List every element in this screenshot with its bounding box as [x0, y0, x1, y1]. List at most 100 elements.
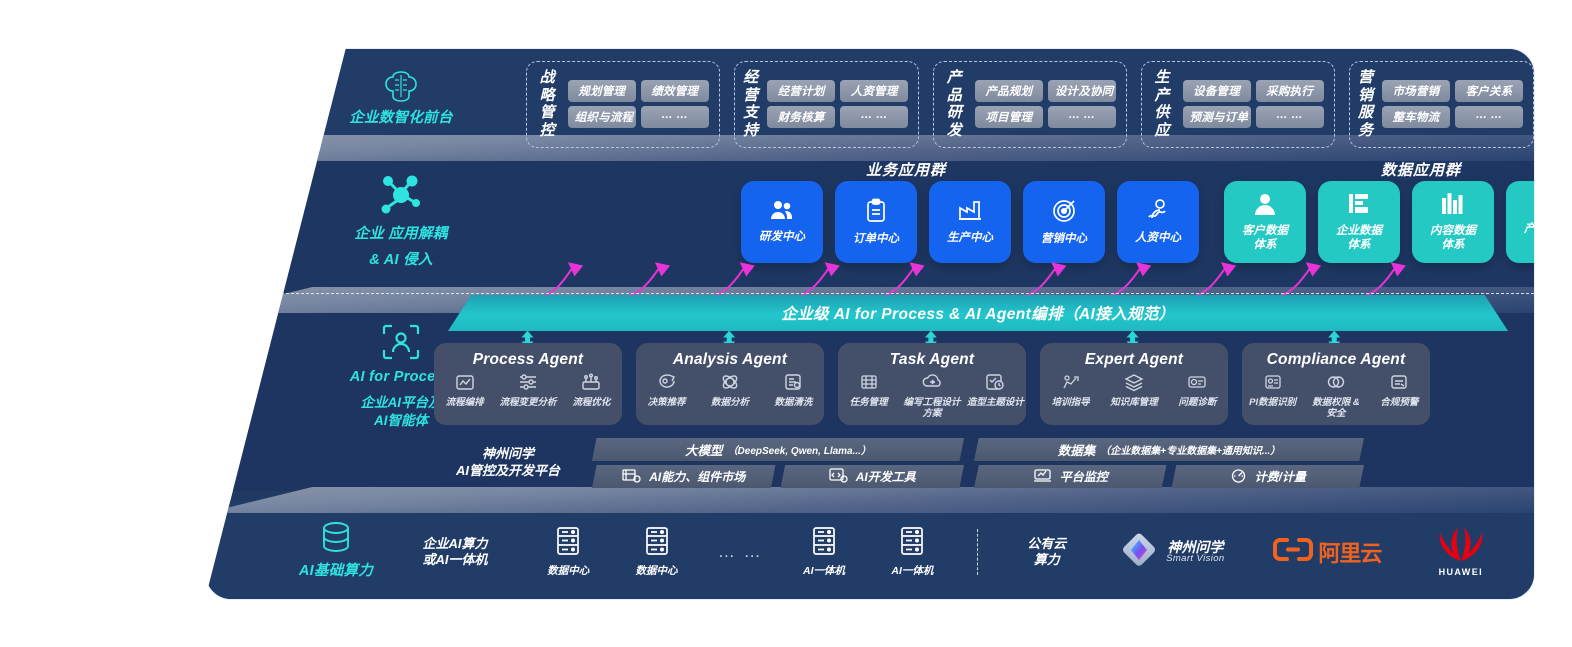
chip[interactable]: 预测与订单 — [1182, 106, 1251, 129]
group-product-rd[interactable]: 产品 研发 产品规划 设计及协同 项目管理 … … — [933, 61, 1127, 148]
agent-title: Process Agent — [472, 351, 584, 368]
infra-datacenter-1[interactable]: 数据中心 — [524, 526, 612, 578]
chip[interactable]: 市场营销 — [1381, 80, 1450, 103]
card-order-center[interactable]: 订单中心 — [835, 181, 917, 263]
agent-item[interactable]: 造型主题设计 — [965, 373, 1026, 420]
alert-doc-icon — [1389, 373, 1409, 396]
chip[interactable]: 产品规划 — [974, 80, 1043, 103]
agent-item-label: 数据清洗 — [774, 397, 813, 408]
chip[interactable]: … … — [1454, 106, 1523, 129]
agent-item[interactable]: 任务管理 — [838, 373, 899, 420]
logo-smart-vision[interactable]: 神州问学 Smart Vision — [1095, 530, 1250, 575]
agent-expert[interactable]: Expert Agent 培训指导 知识库管理 问题诊断 — [1040, 343, 1228, 425]
ai-layer-divider — [206, 293, 1534, 294]
group-operation-support[interactable]: 经营 支持 经营计划 人资管理 财务核算 … … — [733, 61, 920, 148]
chip[interactable]: 规划管理 — [567, 80, 636, 103]
infra-ai-appliance-2[interactable]: AI一体机 — [868, 526, 956, 578]
agent-compliance[interactable]: Compliance Agent PI数据识别 数据权限 & 安全 合规预 — [1242, 343, 1430, 425]
chip[interactable]: 经营计划 — [767, 80, 836, 103]
dataset-bar-main: 数据集 — [1057, 444, 1096, 458]
agent-item[interactable]: 合规预警 — [1369, 373, 1430, 420]
dataset-bar[interactable]: 数据集 （企业数据集+专业数据集+通用知识...） — [974, 438, 1364, 461]
server-icon — [555, 526, 581, 561]
data-group-title: 数据应用群 — [1381, 162, 1462, 179]
agent-process[interactable]: Process Agent 流程编排 流程变更分析 流程优化 — [434, 343, 622, 425]
agent-cards: Process Agent 流程编排 流程变更分析 流程优化 — [434, 343, 1430, 425]
cell-platform-monitoring[interactable]: 平台监控 — [974, 465, 1167, 488]
group-product-rd-name: 产品 研发 — [946, 69, 963, 140]
agent-item[interactable]: 流程优化 — [561, 373, 622, 409]
model-bar[interactable]: 大模型 （DeepSeek, Qwen, Llama...） — [592, 438, 964, 461]
chip[interactable]: 客户关系 — [1454, 80, 1523, 103]
chip[interactable]: … … — [840, 106, 909, 129]
infra-enterprise-compute: 企业AI算力 或AI一体机 — [386, 536, 524, 569]
agent-item[interactable]: 培训指导 — [1040, 373, 1101, 409]
logo-huawei[interactable]: HUAWEI — [1406, 527, 1516, 577]
id-card-icon — [1263, 373, 1283, 396]
model-bar-main: 大模型 — [685, 444, 723, 458]
aliyun-logo-icon — [1273, 537, 1314, 567]
agent-item[interactable]: 流程变更分析 — [497, 373, 558, 409]
agent-item-label: 数据分析 — [710, 397, 749, 408]
infra-ai-appliance-1[interactable]: AI一体机 — [780, 526, 868, 578]
cell-ai-dev-tools[interactable]: AI开发工具 — [780, 465, 964, 488]
chip[interactable]: 设备管理 — [1182, 80, 1251, 103]
cell-label: 计费/计量 — [1254, 470, 1306, 484]
cell-billing-metering[interactable]: 计费/计量 — [1171, 465, 1364, 488]
agent-item[interactable]: PI数据识别 — [1242, 373, 1303, 420]
data-clean-icon — [783, 373, 803, 396]
clipboard-icon — [865, 198, 887, 228]
logo-aliyun[interactable]: 阿里云 — [1249, 536, 1405, 568]
chip[interactable]: 整车物流 — [1381, 106, 1450, 129]
infra-datacenter-2[interactable]: 数据中心 — [612, 526, 700, 578]
group-marketing-service[interactable]: 营销 服务 市场营销 客户关系 整车物流 … … — [1348, 61, 1534, 148]
chip[interactable]: 组织与流程 — [567, 106, 636, 129]
agent-item[interactable]: 决策推荐 — [636, 373, 697, 409]
chip[interactable]: 人资管理 — [840, 80, 909, 103]
chip[interactable]: 项目管理 — [974, 106, 1043, 129]
cell-ai-capability-market[interactable]: AI能力、组件市场 — [592, 465, 776, 488]
agent-item[interactable]: 数据清洗 — [763, 373, 824, 409]
chip[interactable]: … … — [1047, 106, 1116, 129]
chip[interactable]: 绩效管理 — [640, 80, 709, 103]
agent-task[interactable]: Task Agent 任务管理 编写工程设计方案 造型主题设计 — [838, 343, 1026, 425]
group-production-supply[interactable]: 生产 供应 设备管理 采购执行 预测与订单 … … — [1140, 61, 1335, 148]
agent-item[interactable]: 数据权限 & 安全 — [1305, 373, 1366, 420]
chip[interactable]: … … — [1255, 106, 1324, 129]
chip[interactable]: … … — [640, 106, 709, 129]
server-icon — [811, 526, 837, 561]
card-product-data[interactable]: 产品数据 体系 — [1506, 181, 1534, 263]
data-app-cards: 客户数据 体系 企业数据 体系 — [1224, 181, 1534, 263]
agent-item[interactable]: 问题诊断 — [1167, 373, 1228, 409]
agent-item-label: 流程变更分析 — [499, 397, 557, 408]
agent-analysis[interactable]: Analysis Agent 决策推荐 数据分析 数据清洗 — [636, 343, 824, 425]
agent-item[interactable]: 知识库管理 — [1103, 373, 1164, 409]
agent-item[interactable]: 流程编排 — [434, 373, 495, 409]
agent-item-label: 问题诊断 — [1178, 397, 1217, 408]
group-production-supply-name: 生产 供应 — [1154, 69, 1170, 140]
model-bar-sub: （DeepSeek, Qwen, Llama...） — [727, 446, 871, 457]
model-platform-column: 大模型 （DeepSeek, Qwen, Llama...） AI能力、组件市场… — [592, 438, 964, 488]
layer-separator-1 — [206, 135, 1534, 161]
chip[interactable]: 采购执行 — [1255, 80, 1324, 103]
agent-item[interactable]: 编写工程设计方案 — [901, 373, 962, 420]
infra-label: 公有云 算力 — [1027, 535, 1067, 567]
chip[interactable]: 财务核算 — [767, 106, 836, 129]
molecule-icon — [376, 173, 426, 219]
card-production-center[interactable]: 生产中心 — [929, 181, 1011, 263]
card-hr-center[interactable]: 人资中心 — [1117, 181, 1199, 263]
agent-item[interactable]: 数据分析 — [699, 373, 760, 409]
card-rd-center[interactable]: 研发中心 — [741, 181, 823, 263]
dataset-platform-column: 数据集 （企业数据集+专业数据集+通用知识...） 平台监控 计费/计量 — [974, 438, 1364, 488]
group-strategy[interactable]: 战略 管控 规划管理 绩效管理 组织与流程 … … — [526, 61, 720, 148]
card-customer-data[interactable]: 客户数据 体系 — [1224, 181, 1306, 263]
card-marketing-center[interactable]: 营销中心 — [1023, 181, 1105, 263]
brain-icon — [382, 69, 420, 103]
infra-label: AI一体机 — [803, 564, 846, 577]
rail-infrastructure: AI基础算力 — [251, 505, 421, 597]
card-content-data[interactable]: 内容数据 体系 — [1412, 181, 1494, 263]
rail-label-ai-for-process: AI for Process — [349, 369, 453, 385]
card-enterprise-data[interactable]: 企业数据 体系 — [1318, 181, 1400, 263]
chip[interactable]: 设计及协同 — [1047, 80, 1116, 103]
